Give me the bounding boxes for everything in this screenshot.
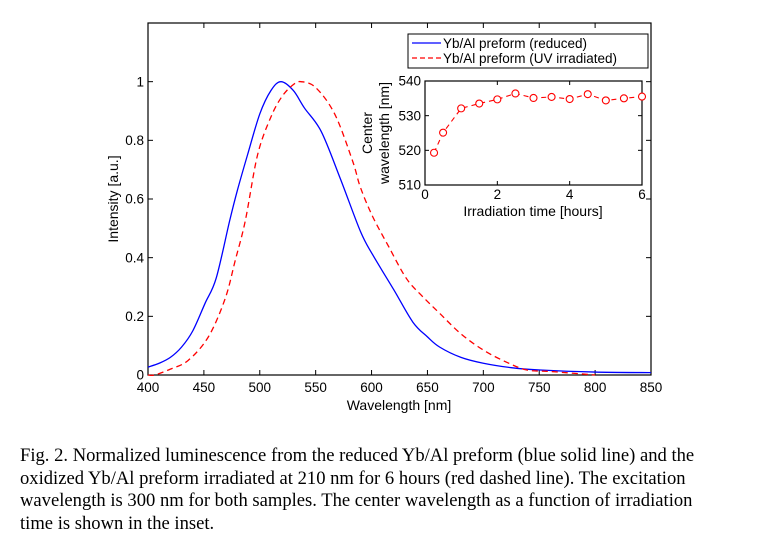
- legend-label-uv: Yb/Al preform (UV irradiated): [443, 51, 617, 66]
- inset-y-axis-label-line2: wavelength [nm]: [376, 82, 392, 185]
- inset-x-ticks: 0 2 4 6: [421, 81, 646, 202]
- series-line-uv-irradiated: [147, 80, 596, 377]
- x-tick-label: 550: [304, 380, 327, 395]
- inset-x-axis-label: Irradiation time [hours]: [463, 203, 602, 219]
- main-x-axis-label: Wavelength [nm]: [347, 397, 452, 413]
- inset-data-point: [565, 94, 574, 104]
- y-tick-label: 0.4: [125, 250, 144, 265]
- caption-line: time is shown in the inset.: [20, 512, 215, 534]
- y-tick-label: 1: [136, 74, 144, 89]
- legend: Yb/Al preform (reduced) Yb/Al preform (U…: [407, 33, 649, 69]
- inset-data-point: [457, 104, 466, 113]
- figure-caption: Fig. 2. Normalized luminescence from the…: [20, 445, 765, 535]
- inset-data-point: [583, 90, 592, 99]
- x-tick-label: 0: [421, 187, 429, 202]
- inset-data-point: [637, 92, 647, 101]
- legend-label-reduced: Yb/Al preform (reduced): [443, 36, 587, 51]
- y-tick-label: 540: [398, 74, 421, 89]
- x-tick-label: 700: [472, 380, 495, 395]
- inset-data-point: [547, 92, 556, 101]
- main-y-ticks: 0 0.2 0.4 0.6 0.8 1: [125, 74, 651, 383]
- main-y-axis-label: Intensity [a.u.]: [105, 155, 121, 242]
- caption-line: oxidized Yb/Al preform irradiated at 210…: [20, 467, 686, 489]
- y-tick-label: 530: [398, 108, 421, 123]
- main-x-ticks: 400 450 500 550 600 650 700 750 800 850: [137, 23, 663, 395]
- caption-line: Fig. 2. Normalized luminescence from the…: [20, 445, 695, 466]
- x-tick-label: 6: [638, 187, 646, 202]
- y-tick-label: 0.2: [125, 309, 144, 324]
- legend-box: [407, 33, 649, 69]
- x-tick-label: 650: [416, 380, 439, 395]
- main-series: [147, 80, 652, 377]
- x-tick-label: 750: [528, 380, 551, 395]
- inset-data-point: [619, 94, 628, 103]
- y-tick-label: 0.8: [125, 133, 144, 148]
- series-line-reduced: [147, 81, 652, 374]
- inset-y-ticks: 510 520 530 540: [398, 74, 642, 193]
- figure: 400 450 500 550 600 650 700 750 800 850 0 0.2 0.4 0.…: [105, 22, 663, 413]
- x-tick-label: 450: [193, 380, 216, 395]
- inset-plot: 0 2 4 6 510 520 530 540 Irradiation time [hour…: [359, 74, 647, 219]
- inset-data-point: [493, 95, 502, 104]
- x-tick-label: 800: [584, 380, 607, 395]
- x-tick-label: 850: [640, 380, 663, 395]
- y-tick-label: 0.6: [125, 192, 144, 207]
- caption-line: wavelength is 300 nm for both samples. T…: [20, 490, 693, 511]
- inset-y-axis-label-line1: Center: [359, 112, 375, 154]
- x-tick-label: 600: [360, 380, 383, 395]
- inset-data-point: [529, 93, 538, 103]
- y-tick-label: 510: [398, 178, 421, 193]
- inset-data-point: [475, 99, 484, 108]
- inset-data-point: [429, 148, 439, 157]
- inset-data-point: [439, 128, 448, 137]
- y-tick-label: 520: [398, 143, 421, 158]
- x-tick-label: 400: [137, 380, 160, 395]
- inset-data-point: [511, 89, 520, 98]
- inset-data-point: [601, 96, 610, 105]
- x-tick-label: 500: [249, 380, 272, 395]
- inset-series: [429, 89, 647, 157]
- x-tick-label: 4: [566, 187, 574, 202]
- x-tick-label: 2: [494, 187, 502, 202]
- y-tick-label: 0: [136, 368, 144, 383]
